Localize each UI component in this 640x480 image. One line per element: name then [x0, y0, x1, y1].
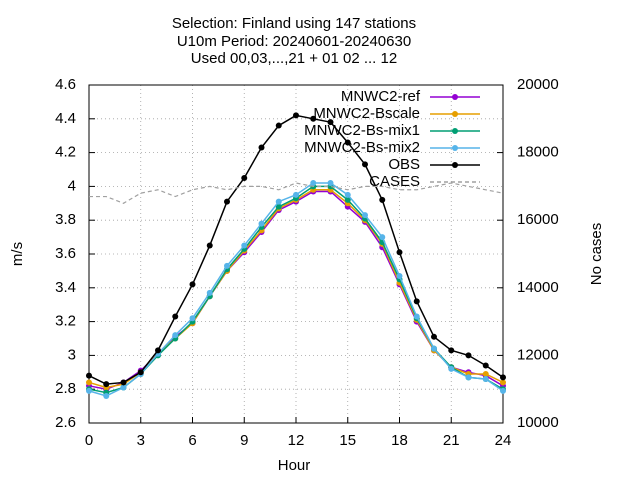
x-tick-label: 12 — [288, 432, 305, 449]
point — [137, 369, 144, 376]
plot-frame — [88, 84, 504, 424]
point — [224, 198, 230, 205]
point — [396, 272, 403, 279]
legend-label: CASES — [369, 173, 420, 190]
x-tick-label: 15 — [339, 432, 356, 449]
legend-swatch — [452, 94, 458, 100]
point — [500, 374, 506, 381]
x-tick-label: 0 — [85, 432, 93, 449]
point — [172, 332, 179, 339]
point — [482, 376, 489, 383]
legend-label: OBS — [388, 156, 420, 173]
point — [103, 392, 110, 399]
point — [344, 139, 351, 146]
x-tick-label: 21 — [443, 432, 460, 449]
y2-tick-label: 12000 — [517, 346, 559, 363]
point — [327, 180, 334, 187]
x-axis-label: Hour — [278, 457, 311, 474]
point — [275, 203, 282, 210]
y-tick-label: 2.8 — [55, 380, 76, 397]
legend-swatch — [452, 145, 458, 151]
y-tick-label: 4 — [68, 177, 76, 194]
point — [310, 180, 317, 187]
chart-title: U10m Period: 20240601-20240630 — [177, 33, 411, 50]
y-tick-label: 4.4 — [55, 110, 76, 127]
point — [431, 333, 437, 340]
point — [413, 313, 420, 320]
point — [379, 234, 386, 241]
y2-axis-label: No cases — [588, 223, 605, 286]
x-tick-label: 18 — [391, 432, 408, 449]
y2-tick-label: 14000 — [517, 279, 559, 296]
legend-label: MNWC2-ref — [341, 88, 421, 105]
y-axis-label: m/s — [9, 242, 26, 266]
point — [413, 298, 420, 305]
point — [155, 347, 161, 354]
legend-swatch — [452, 162, 458, 168]
point — [189, 315, 196, 322]
point — [500, 387, 506, 394]
point — [293, 112, 299, 119]
point — [482, 362, 489, 369]
point — [120, 384, 127, 391]
x-tick-label: 3 — [137, 432, 145, 449]
point — [86, 379, 92, 386]
point — [206, 242, 213, 249]
point — [258, 144, 265, 151]
y2-tick-label: 10000 — [517, 414, 559, 431]
x-tick-label: 24 — [495, 432, 512, 449]
y2-tick-label: 18000 — [517, 144, 559, 161]
y-tick-label: 3.6 — [55, 245, 76, 262]
point — [241, 174, 248, 181]
y-tick-label: 4.2 — [55, 144, 76, 161]
point — [86, 387, 92, 394]
chart-title: Used 00,03,...,21 + 01 02 ... 12 — [191, 50, 397, 67]
y-tick-label: 2.6 — [55, 414, 76, 431]
point — [465, 374, 472, 381]
series-line — [89, 182, 504, 204]
x-tick-label: 9 — [240, 432, 248, 449]
y2-tick-label: 16000 — [517, 211, 559, 228]
point — [448, 365, 455, 372]
point — [172, 313, 179, 320]
y-tick-label: 3.4 — [55, 279, 76, 296]
legend-label: MNWC2-Bs-mix2 — [304, 139, 420, 156]
point — [103, 381, 110, 388]
point — [206, 289, 213, 296]
point — [293, 191, 299, 198]
point — [258, 220, 265, 227]
point — [241, 242, 248, 249]
y2-tick-label: 20000 — [517, 76, 559, 93]
point — [310, 115, 317, 122]
legend-label: MNWC2-Bs-mix1 — [304, 122, 420, 139]
point — [189, 281, 196, 288]
point — [431, 345, 437, 352]
point — [500, 379, 506, 386]
point — [344, 191, 351, 198]
point — [448, 347, 455, 354]
point — [362, 212, 368, 219]
y-tick-label: 3.8 — [55, 211, 76, 228]
point — [396, 249, 403, 256]
x-tick-label: 6 — [188, 432, 196, 449]
legend-label: MNWC2-Bscale — [313, 105, 420, 122]
point — [275, 198, 282, 205]
point — [86, 372, 92, 379]
y-tick-label: 3.2 — [55, 313, 76, 330]
point — [120, 379, 127, 386]
y-tick-label: 3 — [68, 346, 76, 363]
legend-swatch — [452, 128, 458, 134]
point — [344, 196, 351, 203]
point — [224, 262, 230, 269]
point — [327, 119, 334, 126]
point — [379, 196, 386, 203]
legend-swatch — [452, 111, 458, 117]
y-tick-label: 4.6 — [55, 76, 76, 93]
point — [482, 370, 489, 377]
point — [362, 161, 368, 168]
chart-title: Selection: Finland using 147 stations — [172, 15, 416, 32]
point — [465, 352, 472, 359]
point — [275, 122, 282, 129]
